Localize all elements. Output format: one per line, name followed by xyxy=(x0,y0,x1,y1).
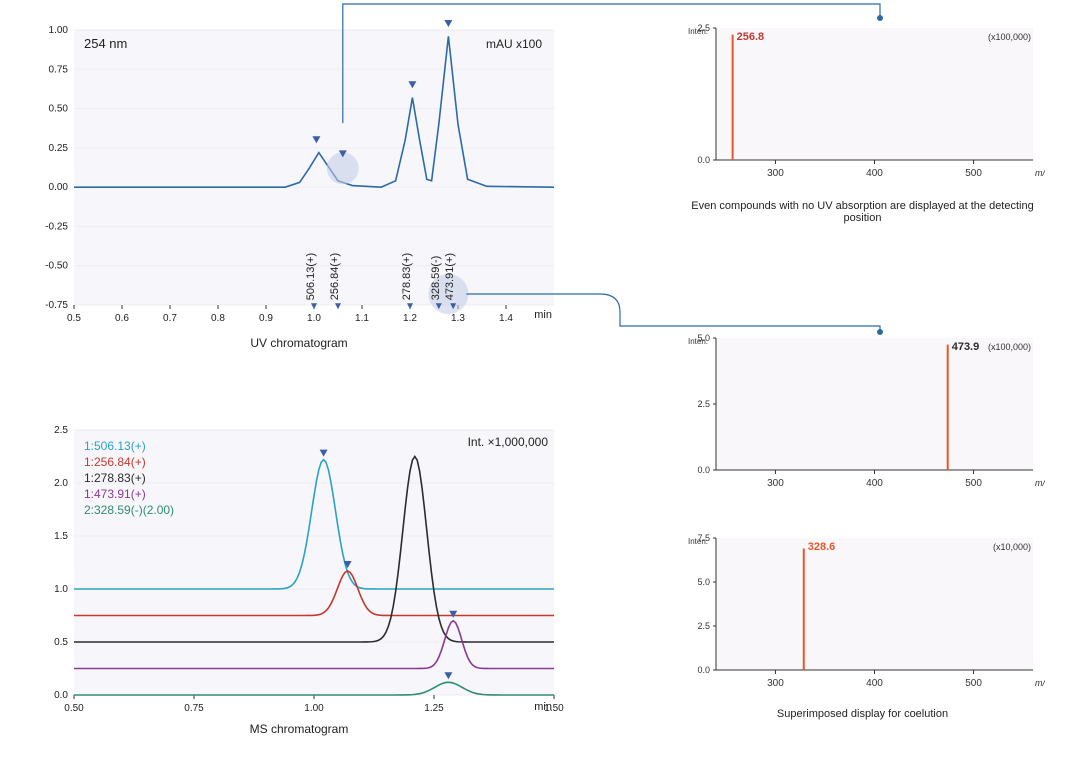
svg-text:2.5: 2.5 xyxy=(697,399,710,409)
svg-text:m/z: m/z xyxy=(1035,478,1045,488)
spectrum-1-svg: 0.02.5300400500256.8(x100,000)Inten.m/z xyxy=(680,20,1045,190)
svg-text:500: 500 xyxy=(965,168,982,179)
svg-text:2.5: 2.5 xyxy=(54,425,68,436)
uv-wavelength-label: 254 nm xyxy=(84,36,127,51)
ms-plot-bg xyxy=(74,430,554,695)
svg-text:5.0: 5.0 xyxy=(697,577,710,587)
svg-text:256.8: 256.8 xyxy=(737,31,765,43)
svg-text:(x100,000): (x100,000) xyxy=(988,342,1031,352)
svg-text:1.3: 1.3 xyxy=(451,313,465,324)
svg-text:0.8: 0.8 xyxy=(211,313,225,324)
svg-text:1:473.91(+): 1:473.91(+) xyxy=(84,487,146,501)
svg-text:2:328.59(-)(2.00): 2:328.59(-)(2.00) xyxy=(84,503,174,517)
ms-chart-svg: 0.00.51.01.52.02.5 0.500.751.001.251.50 … xyxy=(34,420,564,720)
svg-text:400: 400 xyxy=(866,678,883,689)
svg-text:1.5: 1.5 xyxy=(54,531,68,542)
svg-text:400: 400 xyxy=(866,478,883,489)
svg-text:0.75: 0.75 xyxy=(49,64,69,75)
svg-text:300: 300 xyxy=(767,478,784,489)
svg-text:300: 300 xyxy=(767,168,784,179)
svg-text:1.2: 1.2 xyxy=(403,313,417,324)
spectrum-panel-1: 0.02.5300400500256.8(x100,000)Inten.m/z … xyxy=(680,20,1045,224)
svg-text:473.9: 473.9 xyxy=(952,341,980,353)
uv-chart-svg: -0.75 -0.50 -0.25 0.00 0.25 0.50 0.75 1.00 0.5 0… xyxy=(34,20,564,330)
svg-text:2.5: 2.5 xyxy=(697,621,710,631)
svg-text:256.84(+): 256.84(+) xyxy=(329,253,341,300)
svg-text:Inten.: Inten. xyxy=(688,27,708,36)
ms-chart-title: MS chromatogram xyxy=(34,722,564,736)
svg-text:1:278.83(+): 1:278.83(+) xyxy=(84,471,146,485)
spectrum-2-svg: 0.02.55.0300400500473.9(x100,000)Inten.m… xyxy=(680,330,1045,500)
svg-text:0.75: 0.75 xyxy=(184,703,204,714)
uv-xunit-label: min xyxy=(534,309,552,321)
ms-xunit-label: min xyxy=(534,701,552,713)
ms-chromatogram-panel: 0.00.51.01.52.02.5 0.500.751.001.251.50 … xyxy=(34,420,564,750)
svg-text:0.50: 0.50 xyxy=(49,104,69,115)
svg-text:0.0: 0.0 xyxy=(697,465,710,475)
svg-text:Inten.: Inten. xyxy=(688,337,708,346)
svg-text:1.1: 1.1 xyxy=(355,313,369,324)
svg-text:506.13(+): 506.13(+) xyxy=(305,253,317,300)
svg-text:Inten.: Inten. xyxy=(688,537,708,546)
svg-text:0.9: 0.9 xyxy=(259,313,273,324)
svg-text:1.0: 1.0 xyxy=(307,313,321,324)
svg-text:(x100,000): (x100,000) xyxy=(988,32,1031,42)
svg-text:0.25: 0.25 xyxy=(49,143,69,154)
svg-text:0.0: 0.0 xyxy=(54,690,68,701)
ms-yunit-label: Int. ×1,000,000 xyxy=(468,435,549,449)
svg-text:-0.50: -0.50 xyxy=(45,261,68,272)
svg-text:0.50: 0.50 xyxy=(64,703,84,714)
svg-text:278.83(+): 278.83(+) xyxy=(401,253,413,300)
svg-text:m/z: m/z xyxy=(1035,168,1045,178)
uv-chromatogram-panel: -0.75 -0.50 -0.25 0.00 0.25 0.50 0.75 1.00 0.5 0… xyxy=(34,20,564,360)
svg-text:0.0: 0.0 xyxy=(697,665,710,675)
spectrum-caption-2: Superimposed display for coelution xyxy=(680,708,1045,720)
spectrum-caption-1: Even compounds with no UV absorption are… xyxy=(680,200,1045,224)
svg-text:0.5: 0.5 xyxy=(67,313,81,324)
svg-text:328.6: 328.6 xyxy=(808,541,836,553)
svg-text:1.0: 1.0 xyxy=(54,584,68,595)
svg-text:1.4: 1.4 xyxy=(499,313,513,324)
svg-text:1.00: 1.00 xyxy=(304,703,324,714)
svg-text:500: 500 xyxy=(965,478,982,489)
svg-text:-0.75: -0.75 xyxy=(45,300,68,311)
svg-text:(x10,000): (x10,000) xyxy=(993,542,1031,552)
svg-text:0.0: 0.0 xyxy=(697,155,710,165)
svg-text:0.00: 0.00 xyxy=(49,182,69,193)
svg-text:300: 300 xyxy=(767,678,784,689)
uv-chart-title: UV chromatogram xyxy=(34,336,564,350)
spectrum-panel-2: 0.02.55.0300400500473.9(x100,000)Inten.m… xyxy=(680,330,1045,500)
uv-yunit-label: mAU x100 xyxy=(486,37,542,51)
svg-text:1:506.13(+): 1:506.13(+) xyxy=(84,439,146,453)
svg-text:1.25: 1.25 xyxy=(424,703,444,714)
svg-text:1:256.84(+): 1:256.84(+) xyxy=(84,455,146,469)
svg-text:m/z: m/z xyxy=(1035,678,1045,688)
svg-text:2.0: 2.0 xyxy=(54,478,68,489)
svg-text:400: 400 xyxy=(866,168,883,179)
svg-text:-0.25: -0.25 xyxy=(45,221,68,232)
svg-text:500: 500 xyxy=(965,678,982,689)
svg-text:0.7: 0.7 xyxy=(163,313,177,324)
spectrum-3-svg: 0.02.55.07.5300400500328.6(x10,000)Inten… xyxy=(680,530,1045,700)
svg-text:473.91(+): 473.91(+) xyxy=(444,253,456,300)
spectrum-panel-3: 0.02.55.07.5300400500328.6(x10,000)Inten… xyxy=(680,530,1045,720)
svg-text:328.59(-): 328.59(-) xyxy=(430,256,442,301)
svg-text:1.00: 1.00 xyxy=(49,25,69,36)
svg-text:0.6: 0.6 xyxy=(115,313,129,324)
svg-text:0.5: 0.5 xyxy=(54,637,68,648)
